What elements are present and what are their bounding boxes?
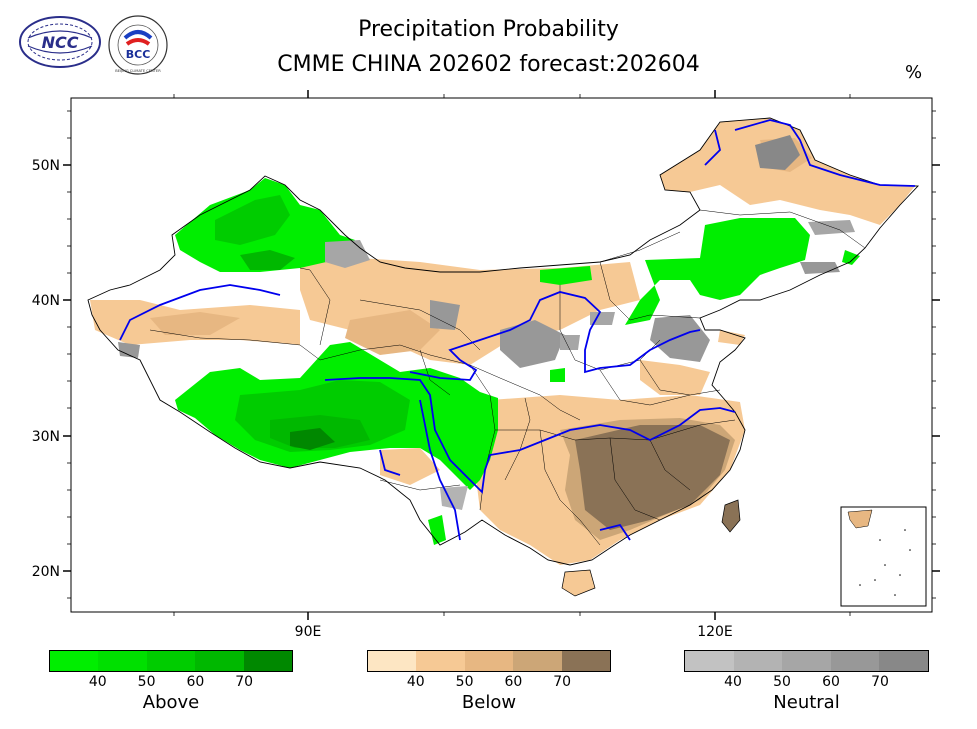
- legend-neutral-swatch-3: [782, 651, 831, 671]
- svg-text:BEIJING CLIMATE CENTER: BEIJING CLIMATE CENTER: [115, 69, 161, 73]
- legend-below-swatch-3: [464, 651, 514, 671]
- legend-below-label: Below: [461, 692, 517, 713]
- legend-above-swatch-1: [50, 651, 99, 671]
- legend-neutral-swatch-5: [879, 651, 928, 671]
- legend-below-colorbar: [367, 650, 611, 672]
- legend-neutral-colorbar: [684, 650, 929, 672]
- svg-text:NCC: NCC: [42, 33, 79, 52]
- legend-above: 40 50 60 70 Above: [49, 650, 293, 713]
- legend-below-swatch-2: [416, 651, 465, 671]
- map-subtitle: CMME CHINA 202602 forecast:202604: [277, 52, 700, 77]
- legend-below-swatch-5: [561, 651, 611, 671]
- legend-above-label: Above: [142, 692, 200, 713]
- minor-ticks: [67, 94, 936, 616]
- legend-above-swatch-4: [195, 651, 244, 671]
- inset-islands: [859, 529, 911, 596]
- lon-label-90e: 90E: [295, 624, 322, 640]
- below-normal-areas: [90, 118, 915, 596]
- legend-neutral: 40 50 60 70 Neutral: [684, 650, 929, 713]
- legend-neutral-tick: 40: [724, 674, 742, 690]
- legend-above-tick: 60: [186, 674, 205, 690]
- legend-neutral-label: Neutral: [773, 692, 840, 713]
- rivers: [119, 119, 916, 541]
- legend-below-swatch-1: [368, 651, 417, 671]
- lat-label-20n: 20N: [32, 564, 60, 580]
- ncc-logo: NCC: [19, 16, 101, 68]
- legend-above-tick: 70: [235, 674, 254, 690]
- legend-above-colorbar: [49, 650, 293, 672]
- legend-below-tick: 60: [504, 674, 523, 690]
- lat-label-40n: 40N: [32, 293, 60, 309]
- legend-above-swatch-2: [98, 651, 147, 671]
- china-border: [87, 117, 920, 566]
- legend-above-swatch-3: [146, 651, 196, 671]
- inset-coast: [847, 509, 873, 529]
- lat-label-30n: 30N: [32, 429, 60, 445]
- bcc-logo: BCC BEIJING CLIMATE CENTER: [108, 15, 168, 75]
- legend-below-tick: 40: [406, 674, 425, 690]
- legend-neutral-swatch-2: [733, 651, 783, 671]
- axis-ticks: [63, 90, 940, 620]
- legend-above-swatch-5: [243, 651, 293, 671]
- legend-above-tick: 40: [88, 674, 107, 690]
- unit-label: %: [905, 62, 923, 83]
- legend-below: 40 50 60 70 Below: [367, 650, 611, 713]
- legend-neutral-swatch-4: [830, 651, 880, 671]
- legend-below-swatch-4: [513, 651, 562, 671]
- lon-label-120e: 120E: [697, 624, 733, 640]
- svg-text:BCC: BCC: [126, 48, 151, 61]
- map-border: [70, 97, 933, 613]
- legend-neutral-swatch-1: [685, 651, 734, 671]
- legend-neutral-tick: 50: [773, 674, 791, 690]
- legend-below-tick: 70: [553, 674, 572, 690]
- map-title: Precipitation Probability: [358, 17, 619, 42]
- lat-label-50n: 50N: [32, 158, 60, 174]
- legend-neutral-tick: 60: [822, 674, 840, 690]
- islands: [561, 499, 741, 597]
- legend-below-tick: 50: [455, 674, 474, 690]
- legend-above-tick: 50: [137, 674, 156, 690]
- legend-neutral-tick: 70: [871, 674, 889, 690]
